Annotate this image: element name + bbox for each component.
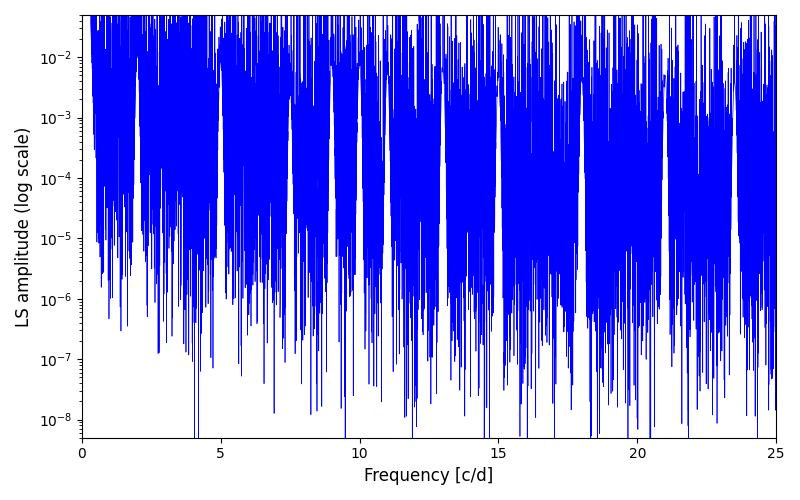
Y-axis label: LS amplitude (log scale): LS amplitude (log scale) xyxy=(15,126,33,326)
X-axis label: Frequency [c/d]: Frequency [c/d] xyxy=(364,467,494,485)
